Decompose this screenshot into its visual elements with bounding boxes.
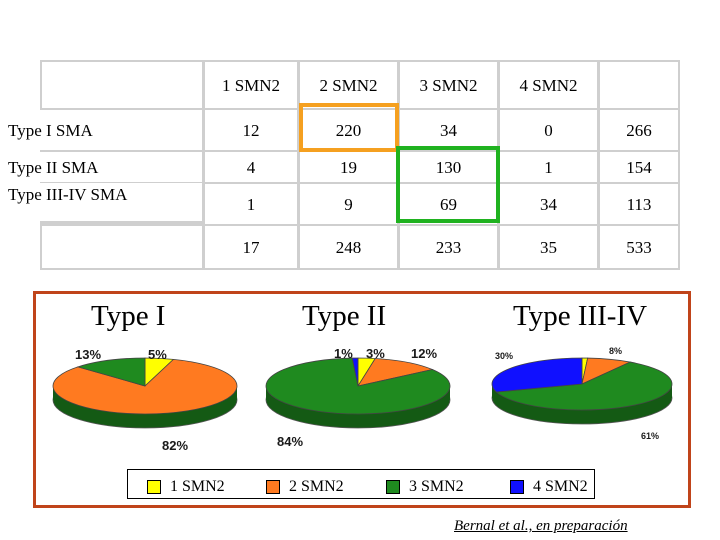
cell-total-2smn2: 248 [300, 226, 397, 268]
legend-swatch-orange [266, 480, 280, 494]
col-header-2-smn2: 2 SMN2 [300, 62, 397, 108]
row-label-type-ii: Type II SMA [0, 152, 202, 182]
pie-type-iii-iv-label-2smn2: 8% [609, 346, 623, 356]
cell-type-ii-3smn2: 130 [400, 152, 497, 182]
pie-type-i-label-2smn2: 82% [162, 438, 189, 453]
pie-type-ii-label-1smn2: 3% [366, 346, 385, 361]
pie-type-i-label-1smn2: 5% [148, 347, 167, 362]
pie-type-iii-iv-label-3smn2: 61% [641, 431, 660, 441]
cell-type-i-total: 266 [600, 110, 678, 150]
cell-type-iii-iv-1smn2: 1 [205, 184, 297, 224]
pie-type-ii-label-3smn2: 84% [277, 434, 304, 449]
row-label-total [42, 226, 202, 268]
legend-label: 4 SMN2 [533, 478, 588, 495]
cell-type-iii-iv-4smn2: 34 [500, 184, 597, 224]
cell-type-i-1smn2: 12 [205, 110, 297, 150]
legend-swatch-green [386, 480, 400, 494]
cell-type-i-3smn2: 34 [400, 110, 497, 150]
legend-item-3smn2: 3 SMN2 [386, 478, 464, 496]
highlight-box-orange [299, 103, 399, 152]
legend-label: 2 SMN2 [289, 478, 344, 495]
cell-total-3smn2: 233 [400, 226, 497, 268]
cell-type-i-4smn2: 0 [500, 110, 597, 150]
cell-total-1smn2: 17 [205, 226, 297, 268]
pie-title-type-i: Type I [91, 300, 166, 332]
pie-type-i-label-3smn2: 13% [75, 347, 102, 362]
pie-title-type-iii-iv: Type III-IV [513, 300, 648, 332]
legend-swatch-yellow [147, 480, 161, 494]
cell-type-ii-4smn2: 1 [500, 152, 597, 182]
legend-item-1smn2: 1 SMN2 [147, 478, 225, 496]
pie-type-iii-iv-label-4smn2: 30% [495, 351, 514, 361]
cell-type-iii-iv-total: 113 [600, 184, 678, 224]
row-label-type-i: Type I SMA [0, 110, 202, 150]
legend-item-2smn2: 2 SMN2 [266, 478, 344, 496]
citation: Bernal et al., en preparación [454, 518, 628, 534]
cell-type-ii-1smn2: 4 [205, 152, 297, 182]
col-header-1-smn2: 1 SMN2 [205, 62, 297, 108]
cell-type-i-2smn2: 220 [300, 110, 397, 150]
col-header-total [600, 62, 678, 108]
pie-title-type-ii: Type II [302, 300, 387, 332]
col-header-3-smn2: 3 SMN2 [400, 62, 497, 108]
cell-type-iii-iv-3smn2: 69 [400, 184, 497, 224]
highlight-box-green [396, 146, 500, 223]
legend-item-4smn2: 4 SMN2 [510, 478, 588, 496]
cell-total-total: 533 [600, 226, 678, 268]
cell-total-4smn2: 35 [500, 226, 597, 268]
pie-type-ii-label-2smn2: 12% [411, 346, 438, 361]
pie-type-ii-label-4smn2: 1% [334, 346, 353, 361]
legend-label: 3 SMN2 [409, 478, 464, 495]
legend-swatch-blue [510, 480, 524, 494]
col-header-4-smn2: 4 SMN2 [500, 62, 597, 108]
cell-type-iii-iv-2smn2: 9 [300, 184, 397, 224]
smn2-table: 1 SMN2 2 SMN2 3 SMN2 4 SMN2 Type I SMA T… [0, 60, 680, 270]
row-label-type-iii-iv: Type III-IV SMA [0, 183, 202, 221]
cell-type-ii-total: 154 [600, 152, 678, 182]
table-header-blank [42, 62, 202, 108]
cell-type-ii-2smn2: 19 [300, 152, 397, 182]
legend-label: 1 SMN2 [170, 478, 225, 495]
